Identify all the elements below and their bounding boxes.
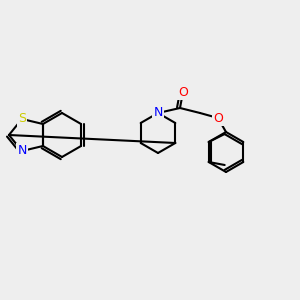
Text: N: N [17,145,27,158]
Text: O: O [178,85,188,98]
Text: N: N [153,106,163,119]
Text: O: O [213,112,223,124]
Text: S: S [18,112,26,125]
